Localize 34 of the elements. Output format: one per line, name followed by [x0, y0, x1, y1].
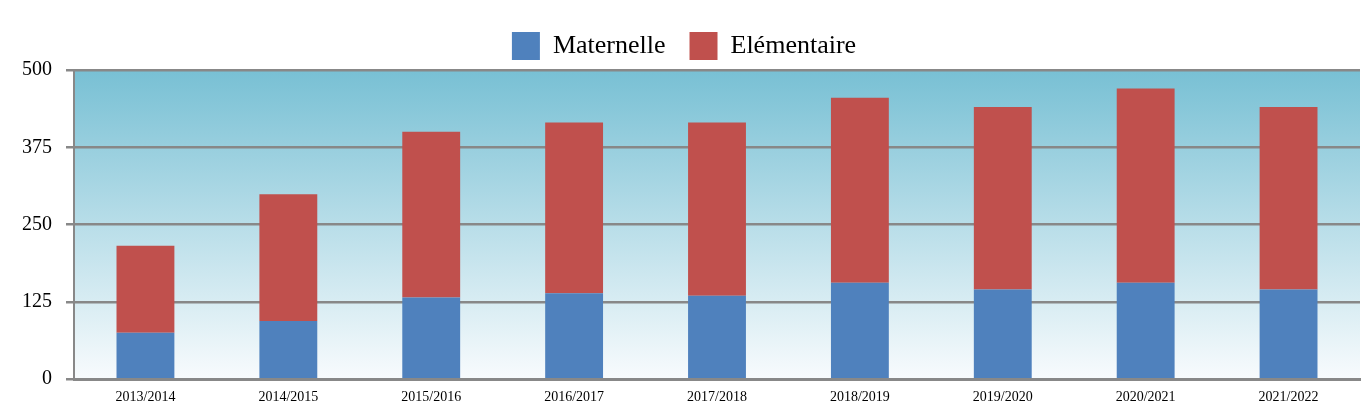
y-tick-label: 375 — [22, 134, 52, 157]
bar — [830, 97, 889, 283]
bar — [259, 194, 318, 322]
x-tick-label: 2017/2018 — [687, 389, 747, 405]
bar — [545, 122, 604, 294]
bar — [1259, 107, 1318, 290]
y-tick-label: 250 — [22, 211, 52, 234]
x-tick-label: 2019/2020 — [972, 389, 1033, 405]
x-tick-label: 2015/2016 — [401, 389, 462, 405]
y-tick-label: 500 — [22, 57, 52, 80]
x-tick-label: 2014/2015 — [258, 389, 319, 405]
bar — [973, 107, 1032, 290]
bar — [1259, 289, 1318, 378]
legend-label: Elémentaire — [730, 29, 857, 59]
bar — [402, 131, 461, 298]
bar — [545, 293, 604, 378]
legend-label: Maternelle — [552, 29, 666, 59]
x-tick-label: 2020/2021 — [1115, 389, 1176, 405]
bar — [830, 282, 889, 378]
bar — [259, 321, 318, 378]
y-tick-label: 125 — [22, 289, 52, 312]
y-tick-label: 0 — [42, 366, 52, 389]
bar — [1116, 282, 1175, 378]
bar — [402, 297, 461, 378]
x-tick-label: 2021/2022 — [1258, 389, 1319, 405]
bar — [116, 332, 175, 378]
bar — [688, 122, 746, 296]
x-tick-label: 2018/2019 — [829, 389, 890, 405]
bar — [973, 289, 1032, 378]
bar — [116, 245, 175, 333]
bar — [688, 295, 746, 378]
x-tick-label: 2016/2017 — [544, 389, 605, 405]
x-tick-label: 2013/2014 — [115, 389, 176, 405]
bar — [1116, 88, 1175, 283]
